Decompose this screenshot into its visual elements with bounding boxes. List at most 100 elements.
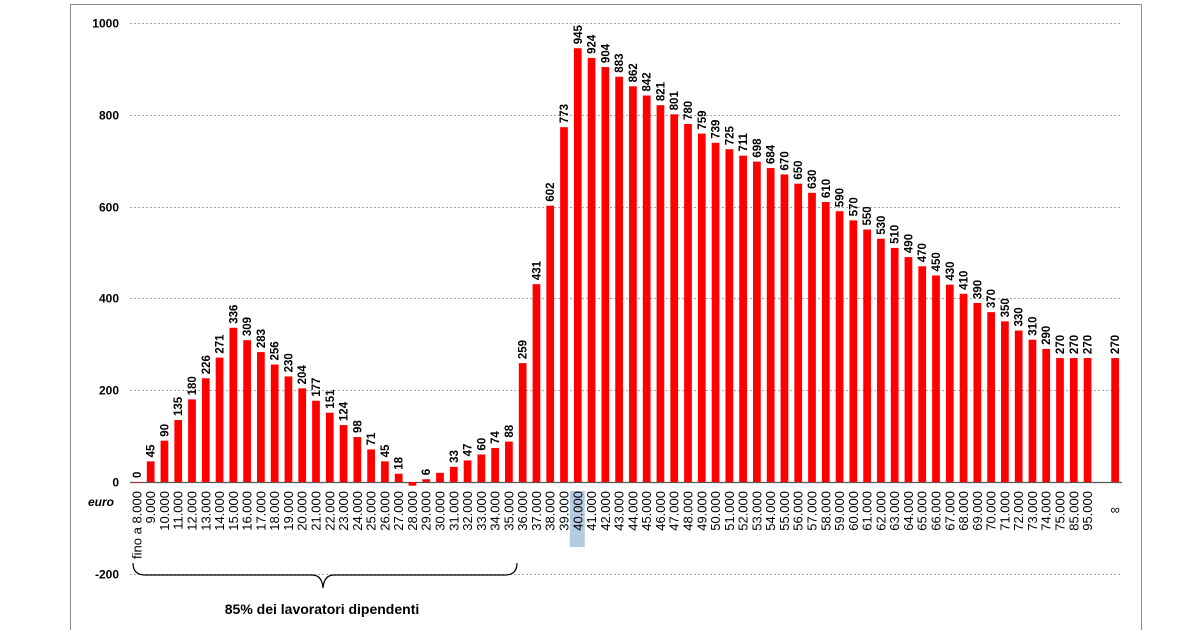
data-label: 350 — [1000, 298, 1012, 317]
data-label: 74 — [490, 431, 502, 444]
x-tick-label: 37.000 — [529, 491, 544, 531]
bar — [766, 168, 775, 482]
bar — [325, 412, 334, 482]
x-tick-label: 27.000 — [391, 491, 406, 531]
x-tick-label: 51.000 — [722, 491, 737, 531]
bar — [904, 257, 913, 482]
x-tick-label: 54.000 — [763, 491, 778, 531]
x-tick-label: 44.000 — [625, 491, 640, 531]
data-label: 226 — [201, 355, 213, 374]
data-label: 124 — [339, 401, 351, 421]
data-label: 602 — [545, 182, 557, 201]
x-tick-label: 41.000 — [584, 491, 599, 531]
bar — [1111, 358, 1119, 482]
bar — [532, 284, 541, 482]
bar — [656, 105, 665, 482]
bar — [601, 67, 610, 483]
x-tick-label: 29.000 — [419, 491, 434, 531]
x-tick-label: 34.000 — [488, 491, 503, 531]
data-label: 271 — [215, 334, 227, 354]
data-label: 610 — [821, 179, 833, 198]
x-tick-label: 23.000 — [336, 491, 351, 531]
x-tick-label: 9.000 — [143, 491, 158, 524]
data-label: 270 — [1110, 335, 1122, 354]
x-tick-label: 42.000 — [598, 491, 613, 531]
data-label: 904 — [600, 43, 612, 63]
bar — [918, 266, 927, 482]
data-label: 6 — [421, 469, 433, 475]
data-label: 590 — [835, 188, 847, 207]
bar — [835, 211, 844, 482]
x-tick-label: 72.000 — [1011, 491, 1026, 531]
bar — [546, 205, 555, 482]
x-tick-label: 38.000 — [543, 491, 558, 531]
y-tick-label: 200 — [99, 384, 119, 398]
x-tick-label: 10.000 — [157, 491, 172, 531]
x-tick-label: 21.000 — [309, 491, 324, 531]
x-tick-label: 31.000 — [446, 491, 461, 531]
x-tick-label: 17.000 — [253, 491, 268, 531]
bar — [491, 448, 499, 482]
data-label: 698 — [752, 138, 764, 158]
bar — [615, 76, 623, 482]
data-label: 270 — [1083, 335, 1095, 354]
bar — [1028, 339, 1037, 482]
data-label: 204 — [297, 365, 309, 385]
bar — [780, 174, 789, 482]
bar — [670, 114, 679, 482]
x-tick-label: 95.000 — [1080, 491, 1095, 531]
data-label: 18 — [394, 456, 406, 469]
data-label: 842 — [642, 72, 654, 91]
data-label: 630 — [807, 170, 819, 189]
data-label: 151 — [325, 389, 337, 409]
y-tick-label: 600 — [99, 201, 119, 215]
data-label: 370 — [986, 289, 998, 308]
x-tick-label: ∞ — [1110, 502, 1119, 517]
x-tick-label: 35.000 — [501, 491, 516, 531]
x-tick-label: 58.000 — [818, 491, 833, 531]
data-label: 290 — [1041, 326, 1053, 345]
data-label: 309 — [242, 317, 254, 336]
x-tick-label: 85.000 — [1066, 491, 1081, 531]
x-tick-label: 22.000 — [322, 491, 337, 531]
bar — [642, 95, 651, 482]
x-tick-label: 33.000 — [474, 491, 489, 531]
bar — [518, 363, 527, 482]
x-tick-label: 15.000 — [226, 491, 241, 531]
x-tick-label: 66.000 — [929, 491, 944, 531]
data-label: 336 — [228, 305, 240, 324]
bar — [877, 238, 885, 482]
bar — [381, 461, 389, 482]
data-label: 45 — [380, 444, 392, 457]
bar — [422, 479, 431, 482]
bar — [284, 376, 293, 482]
bar — [973, 302, 982, 482]
bar — [367, 449, 375, 482]
bar — [339, 425, 348, 482]
data-label: 430 — [945, 261, 957, 280]
x-tick-label: 18.000 — [267, 491, 282, 531]
x-tick-label: 46.000 — [653, 491, 668, 531]
bar — [408, 482, 417, 486]
data-label: 490 — [903, 234, 915, 253]
x-tick-label: 20.000 — [295, 491, 310, 531]
data-label: 259 — [518, 340, 530, 359]
bar — [573, 48, 582, 483]
bar — [394, 473, 403, 482]
x-tick-label: 48.000 — [681, 491, 696, 531]
data-label: 60 — [476, 438, 488, 451]
bar — [201, 378, 210, 482]
bar — [959, 293, 968, 482]
bar — [1014, 330, 1023, 482]
x-tick-label: 59.000 — [832, 491, 847, 531]
bar — [932, 275, 940, 482]
bar — [160, 440, 169, 482]
data-label: 570 — [848, 197, 860, 216]
bar — [270, 364, 279, 482]
data-label: 780 — [683, 101, 695, 120]
bar — [808, 192, 816, 482]
x-tick-label: 53.000 — [749, 491, 764, 531]
x-tick-label: 73.000 — [1025, 491, 1040, 531]
x-tick-label: 56.000 — [791, 491, 806, 531]
